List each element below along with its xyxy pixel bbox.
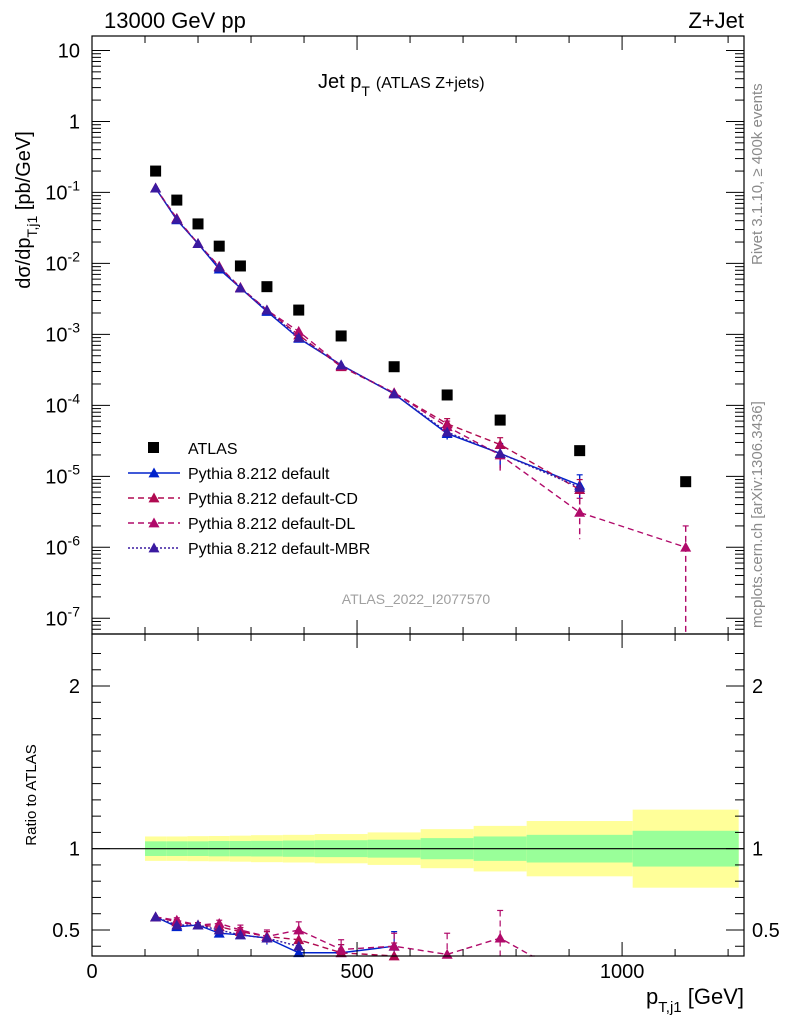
y-tick-label: 10 xyxy=(58,40,80,62)
ratio-series xyxy=(150,909,535,961)
ratio-y-tick-label: 1 xyxy=(69,839,80,861)
ratio-point xyxy=(213,917,225,928)
ratio-y-tick-label-right: 0.5 xyxy=(752,920,780,942)
series-line xyxy=(155,187,580,488)
series-point xyxy=(150,182,162,193)
ratio-x-ticks: 0 500 1000 xyxy=(86,634,729,983)
series-point xyxy=(680,541,692,552)
y-tick-label: 10-3 xyxy=(45,319,80,346)
main-x-ticks xyxy=(91,36,729,634)
series-point xyxy=(574,506,586,517)
atlas-point xyxy=(335,330,347,342)
atlas-point xyxy=(574,445,586,457)
legend: ATLAS Pythia 8.212 default Pythia 8.212 de… xyxy=(128,441,370,558)
series-point xyxy=(574,481,586,492)
legend-label: ATLAS xyxy=(188,441,238,458)
ratio-series-line xyxy=(155,916,395,957)
header-right: Z+Jet xyxy=(688,8,744,33)
ratio-point xyxy=(213,924,225,935)
y-tick-label: 10-6 xyxy=(45,532,80,559)
series-point xyxy=(171,213,183,224)
atlas-point xyxy=(441,389,453,401)
ratio-point xyxy=(150,911,162,922)
ratio-point xyxy=(234,929,246,940)
ratio-panel: 0 500 1000 0.5 0.5 1 1 2 2 Ratio to ATLAS pT,j1… xyxy=(23,633,780,1016)
series-point xyxy=(213,261,225,272)
series-point xyxy=(293,332,305,343)
series-point xyxy=(441,426,453,437)
atlas-point xyxy=(293,304,305,316)
atlas-point xyxy=(171,194,183,206)
ratio-point xyxy=(261,932,273,943)
legend-label: Pythia 8.212 default-MBR xyxy=(188,541,370,558)
ratio-point xyxy=(293,940,305,951)
atlas-point xyxy=(388,361,400,373)
legend-label: Pythia 8.212 default-DL xyxy=(188,516,355,533)
series-point xyxy=(293,325,305,336)
series-point xyxy=(494,447,506,458)
ratio-point xyxy=(293,947,305,958)
legend-marker xyxy=(148,442,159,453)
ratio-point xyxy=(171,919,183,930)
series-point xyxy=(192,238,204,249)
mcplots-label: mcplots.cern.ch [arXiv:1306.3436] xyxy=(749,401,766,628)
atlas-point xyxy=(213,240,225,252)
y-tick-label: 1 xyxy=(69,111,80,133)
chart-title: Jet pT (ATLAS Z+jets) xyxy=(318,71,485,99)
ratio-y-tick-label-right: 1 xyxy=(752,839,763,861)
ratio-point xyxy=(388,940,400,951)
series-point xyxy=(335,359,347,370)
atlas-point xyxy=(261,281,273,293)
rivet-label: Rivet 3.1.10, ≥ 400k events xyxy=(749,83,766,265)
y-tick-label: 10-2 xyxy=(45,248,80,275)
y-tick-label: 10-5 xyxy=(45,461,80,488)
ratio-point xyxy=(335,943,347,954)
main-y-tick-labels: 10 1 10-1 10-2 10-3 10-4 10-5 10-6 10-7 xyxy=(45,40,80,630)
ratio-y-ticks: 0.5 0.5 1 1 2 2 xyxy=(52,653,780,947)
main-series xyxy=(150,165,692,634)
main-y-axis-label: dσ/dpT,j1 [pb/GeV] xyxy=(13,131,40,289)
ratio-point xyxy=(192,919,204,930)
legend-marker xyxy=(148,492,160,503)
series-point xyxy=(234,282,246,293)
x-tick-label: 500 xyxy=(340,961,373,983)
y-tick-label: 10-7 xyxy=(45,603,80,630)
legend-label: Pythia 8.212 default-CD xyxy=(188,491,358,508)
x-axis-label: pT,j1 [GeV] xyxy=(646,984,744,1016)
ratio-y-tick-label-right: 2 xyxy=(752,676,763,698)
analysis-watermark: ATLAS_2022_I2077570 xyxy=(342,591,491,607)
atlas-point xyxy=(150,165,162,177)
ratio-y-tick-label: 0.5 xyxy=(52,920,80,942)
main-panel: 10 1 10-1 10-2 10-3 10-4 10-5 10-6 10-7 Jet pT (A… xyxy=(13,35,745,635)
header-left: 13000 GeV pp xyxy=(104,8,246,33)
legend-marker xyxy=(148,542,160,553)
atlas-point xyxy=(192,218,204,230)
main-y-ticks xyxy=(92,49,744,635)
ratio-point xyxy=(494,932,506,943)
ratio-point xyxy=(293,934,305,945)
atlas-point xyxy=(494,414,506,426)
series-point xyxy=(441,421,453,432)
ratio-y-tick-label: 2 xyxy=(69,676,80,698)
ratio-frame xyxy=(91,633,745,957)
y-tick-label: 10-1 xyxy=(45,177,80,204)
x-tick-label: 0 xyxy=(86,961,97,983)
x-tick-label: 1000 xyxy=(600,961,645,983)
atlas-point xyxy=(234,260,246,272)
ratio-point xyxy=(293,924,305,935)
atlas-point xyxy=(680,476,692,488)
y-tick-label: 10-4 xyxy=(45,390,80,417)
legend-marker xyxy=(148,467,160,478)
series-point xyxy=(388,388,400,399)
series-point xyxy=(261,304,273,315)
legend-label: Pythia 8.212 default xyxy=(188,466,330,483)
legend-marker xyxy=(148,517,160,528)
ratio-y-axis-label: Ratio to ATLAS xyxy=(23,744,40,845)
ratio-series-line xyxy=(155,916,533,957)
